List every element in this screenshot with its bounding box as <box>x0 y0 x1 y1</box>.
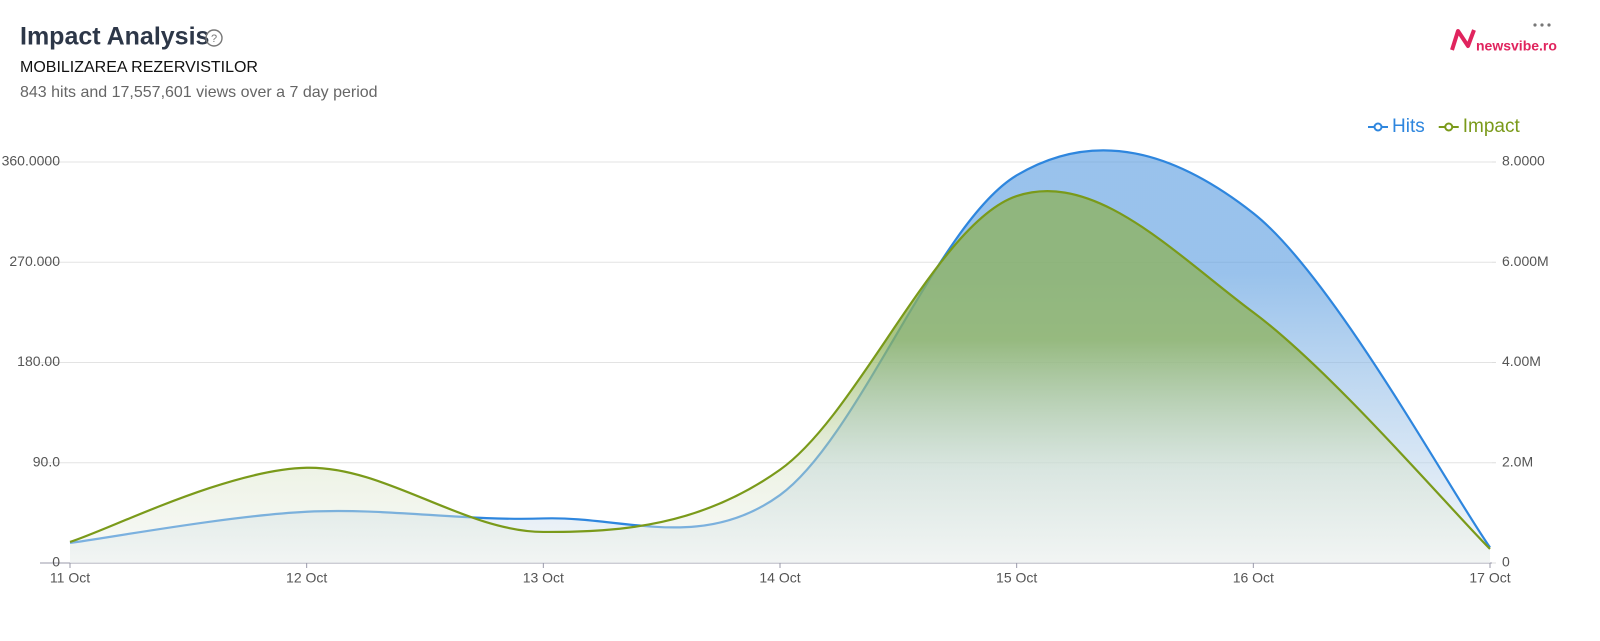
plot: 0 90.0 180.00 270.000 360.0000 0 2.0M 4.00M 6.00… <box>2 116 1549 586</box>
x-tick-label: 13 Oct <box>523 570 564 586</box>
y2-tick-label: 0 <box>1502 554 1510 570</box>
y2-tick-label: 2.0M <box>1502 453 1533 469</box>
chart-description: 843 hits and 17,557,601 views over a 7 d… <box>20 84 378 101</box>
legend-label: Impact <box>1463 116 1521 137</box>
legend-marker <box>1373 122 1383 132</box>
menu[interactable] <box>1533 23 1551 27</box>
area-fill <box>70 191 1490 564</box>
logo: newsvibe.ro <box>1476 38 1557 54</box>
x-tick-label: 12 Oct <box>286 570 327 586</box>
chart-title: Impact Analysis <box>20 23 209 51</box>
y-tick-label: 0 <box>52 554 60 570</box>
y2-tick-label: 8.0000 <box>1502 153 1545 169</box>
y-tick-label: 90.0 <box>33 453 60 469</box>
x-tick-label: 14 Oct <box>759 570 800 586</box>
y2-tick-label: 6.000M <box>1502 253 1549 269</box>
line <box>69 190 1491 550</box>
x-tick-label: 17 Oct <box>1469 570 1510 586</box>
y-tick-label: 180.00 <box>17 353 60 369</box>
y-tick-label: 360.0000 <box>2 153 61 169</box>
x-tick-label: 11 Oct <box>50 570 90 586</box>
y2-tick-label: 4.00M <box>1502 353 1541 369</box>
legend-marker <box>1444 122 1454 132</box>
help-icon[interactable]: ? <box>205 29 223 47</box>
legend-label: Hits <box>1392 116 1425 137</box>
chart-subtitle: MOBILIZAREA REZERVISTILOR <box>20 59 258 76</box>
y-tick-label: 270.000 <box>9 253 60 269</box>
x-tick-label: 16 Oct <box>1233 570 1274 586</box>
x-tick-label: 15 Oct <box>996 570 1037 586</box>
svg-text:?: ? <box>211 33 217 45</box>
logo-mark <box>1450 29 1476 51</box>
